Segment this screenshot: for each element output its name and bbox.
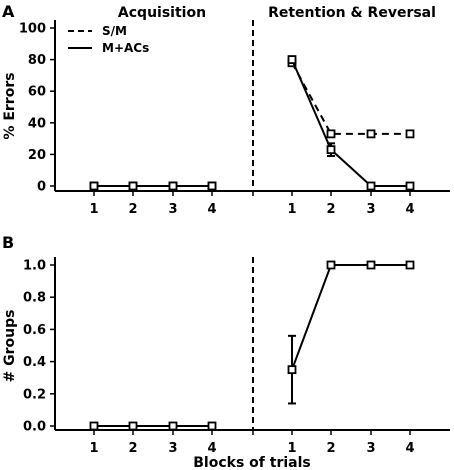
panel-b-x-tick-label: 4 [207,441,216,456]
panel-a-series-0-retention-line [291,62,410,135]
panel-a-series-1-marker [366,181,376,191]
panel-a-x-tick-label: 3 [366,202,375,217]
panel-b-series-0-marker [287,365,297,375]
panel-a-series-1-marker [326,145,336,155]
panel-a-series-1-marker [128,181,138,191]
panel-b-series-0-marker [128,421,138,431]
panel-b-letter: B [2,233,14,252]
panel-a-y-tick-label: 100 [19,22,46,37]
panel-b-series-0-retention-line [291,264,410,370]
legend-label-sm: S/M [102,24,127,38]
panel-a-series-0-marker [405,129,415,139]
panel-b-series-0-marker [207,421,217,431]
panel-a-series-0-marker [366,129,376,139]
panel-a-y-tick-label: 20 [28,148,46,163]
panel-a-x-tick-label: 1 [89,202,98,217]
panel-b-y-tick-label: 0.6 [23,323,46,338]
panel-a-y-tick-label: 60 [28,85,46,100]
panel-b-series-0-marker [405,260,415,270]
chart-marks: 0 20 40 60 80 100 1 2 3 4 1 2 3 4 0.0 0.2 0.4 0.6 0.8 1.0 1 2… [19,20,450,456]
panel-b-series-0-marker [366,260,376,270]
panel-a-letter: A [2,2,15,21]
panel-b-x-tick-label: 3 [168,441,177,456]
panel-b-x-tick-label: 3 [366,441,375,456]
panel-a-series-1-marker [207,181,217,191]
panel-b-y-tick-label: 0.0 [23,420,46,435]
panel-b-series-0-marker [168,421,178,431]
panel-b-x-tick-label: 2 [326,441,335,456]
panel-a-x-tick-label: 3 [168,202,177,217]
panel-a-y-tick-label: 0 [37,180,46,195]
panel-a-x-tick-label: 1 [287,202,296,217]
panel-a-x-tick-label: 2 [326,202,335,217]
section-title-acquisition: Acquisition [118,5,206,21]
panel-a-x-tick-label: 4 [405,202,414,217]
panel-b-ylabel: # Groups [2,310,18,383]
legend-label-macs: M+ACs [102,41,149,55]
legend: S/M M+ACs [68,24,149,55]
panel-b-series-0-marker [326,260,336,270]
panel-a-series-0-marker [326,129,336,139]
panel-a-x-tick-label: 2 [128,202,137,217]
panel-b-x-tick-label: 4 [405,441,414,456]
panel-b-x-tick-label: 1 [287,441,296,456]
panel-a-x-tick-label: 4 [207,202,216,217]
panel-b-y-tick-label: 1.0 [23,259,46,274]
panel-a-series-1-marker [168,181,178,191]
panel-a-series-1-marker [287,55,297,64]
panel-b-y-tick-label: 0.2 [23,387,46,402]
panel-b-y-tick-label: 0.4 [23,355,46,370]
section-title-retention: Retention & Reversal [268,5,436,21]
panel-b-series-0-marker [89,421,99,431]
panel-a-series-1-marker [405,181,415,191]
panel-b-y-tick-label: 0.8 [23,291,46,306]
panel-b-x-tick-label: 1 [89,441,98,456]
x-axis-label: Blocks of trials [193,455,310,470]
panel-a-y-tick-label: 40 [28,116,46,131]
panel-a-ylabel: % Errors [2,72,18,139]
panel-a-series-1-retention-line [291,59,410,187]
panel-a-series-1-marker [89,181,99,191]
panel-a-y-tick-label: 80 [28,53,46,68]
panel-b-x-tick-label: 2 [128,441,137,456]
